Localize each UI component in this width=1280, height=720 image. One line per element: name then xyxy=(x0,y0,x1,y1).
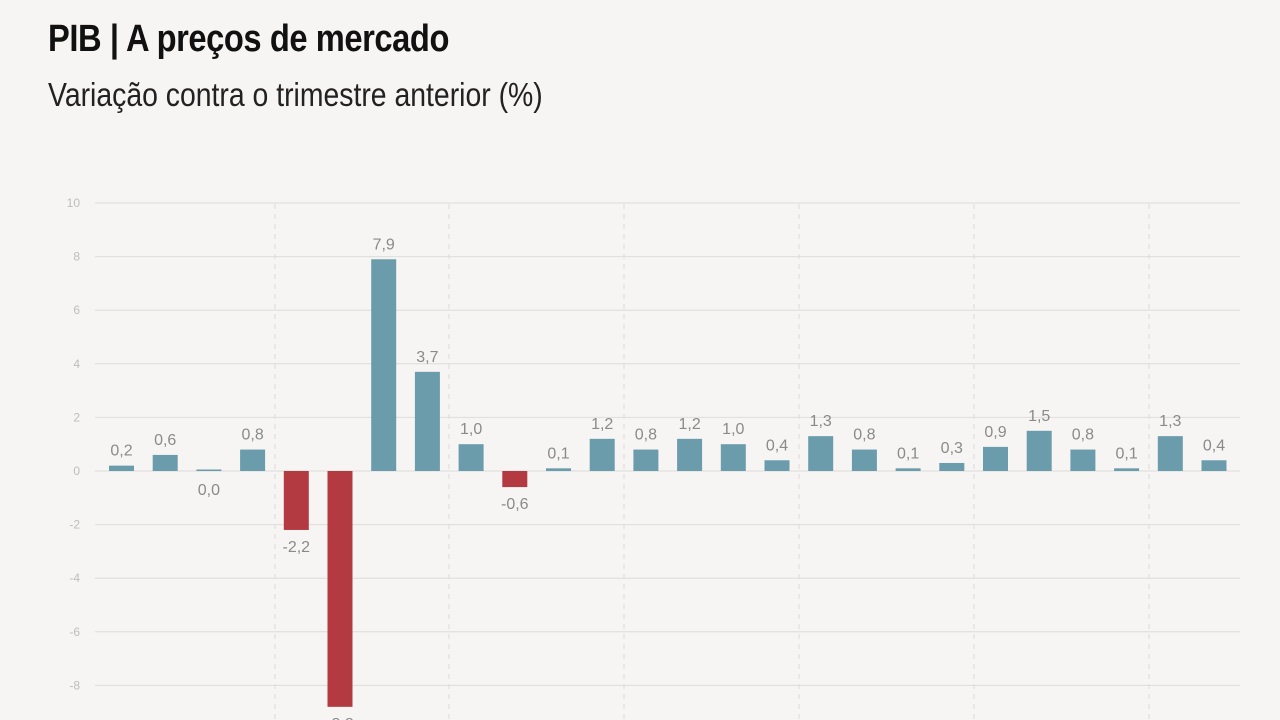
y-tick-label: 8 xyxy=(73,250,80,264)
bar xyxy=(1114,468,1140,471)
data-label: -2,2 xyxy=(283,539,311,556)
data-label: 0,0 xyxy=(198,482,220,499)
y-tick-label: -4 xyxy=(69,571,80,585)
bar xyxy=(1201,460,1227,471)
horizontal-gridlines xyxy=(95,202,1240,686)
bar xyxy=(808,436,834,471)
data-label: 0,9 xyxy=(984,424,1006,441)
data-label: 0,1 xyxy=(1115,445,1137,462)
data-label: 0,4 xyxy=(766,437,788,454)
bar xyxy=(327,471,353,707)
y-tick-label: 0 xyxy=(73,464,80,478)
data-label: 0,6 xyxy=(154,432,176,449)
bar xyxy=(371,259,397,471)
data-label: 0,1 xyxy=(547,445,569,462)
bar xyxy=(152,454,178,471)
data-label: 0,8 xyxy=(635,427,657,444)
bar xyxy=(983,446,1008,471)
data-label: -0,6 xyxy=(501,496,529,513)
bar xyxy=(502,471,528,488)
bar xyxy=(939,462,965,471)
y-tick-label: -2 xyxy=(69,518,80,532)
data-label: 7,9 xyxy=(373,236,395,253)
data-label: 1,5 xyxy=(1028,408,1050,425)
bar xyxy=(1026,430,1052,471)
bar xyxy=(764,460,790,471)
data-label: 3,7 xyxy=(416,349,438,366)
vertical-dividers xyxy=(274,204,1150,720)
bars xyxy=(109,259,1227,707)
bar xyxy=(240,449,266,471)
bar xyxy=(633,449,659,471)
bar xyxy=(895,468,921,471)
bar xyxy=(851,449,877,471)
bar xyxy=(1157,436,1183,471)
bar xyxy=(458,444,484,471)
bar xyxy=(589,438,615,471)
y-tick-label: 4 xyxy=(73,357,80,371)
data-label: 0,8 xyxy=(241,427,263,444)
data-label: 1,3 xyxy=(810,413,832,430)
data-label: 1,3 xyxy=(1159,413,1181,430)
y-axis-ticks: 10 8 6 4 2 0 -2 -4 -6 -8 xyxy=(67,196,81,692)
data-label: -8,8 xyxy=(326,716,354,720)
chart-title: PIB | A preços de mercado xyxy=(48,18,449,60)
data-label: 1,0 xyxy=(460,421,482,438)
bar xyxy=(196,469,222,471)
bar xyxy=(677,438,703,471)
y-tick-label: -6 xyxy=(69,625,80,639)
y-tick-label: -8 xyxy=(69,678,80,692)
data-label: 1,2 xyxy=(591,416,613,433)
data-label: 1,0 xyxy=(722,421,744,438)
chart-subtitle: Variação contra o trimestre anterior (%) xyxy=(48,76,543,113)
bar xyxy=(283,471,309,530)
data-label: 0,2 xyxy=(110,443,132,460)
data-label: 0,8 xyxy=(853,427,875,444)
y-tick-label: 6 xyxy=(73,303,80,317)
bar xyxy=(414,371,440,471)
data-label: 0,8 xyxy=(1072,427,1094,444)
bar xyxy=(546,468,571,471)
bar xyxy=(109,465,134,471)
data-label: 1,2 xyxy=(678,416,700,433)
y-tick-label: 10 xyxy=(67,196,81,210)
y-tick-label: 2 xyxy=(73,410,80,424)
data-labels: 0,2 0,6 0,0 0,8 -2,2 -8,8 7,9 3,7 1,0 -0,6 0,1 1,2 0… xyxy=(110,236,1225,720)
data-label: 0,1 xyxy=(897,445,919,462)
bar xyxy=(720,444,746,471)
bar xyxy=(1070,449,1096,471)
data-label: 0,3 xyxy=(941,440,963,457)
data-label: 0,4 xyxy=(1203,437,1225,454)
